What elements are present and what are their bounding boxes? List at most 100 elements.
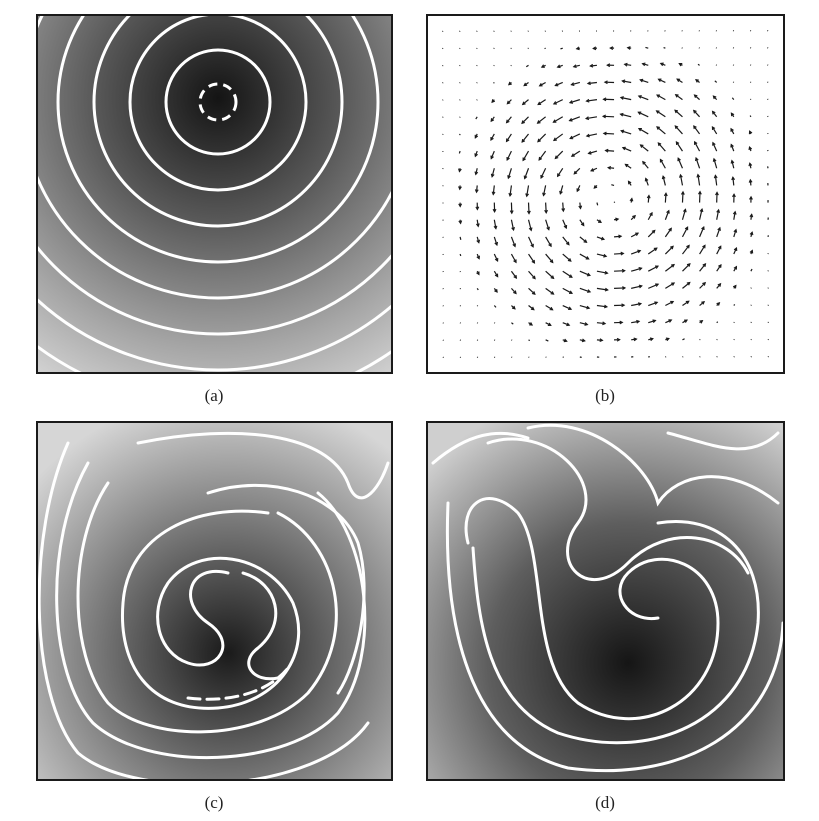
vector-arrow xyxy=(625,163,632,169)
vector-arrow xyxy=(733,338,735,341)
contour xyxy=(38,245,391,336)
vector-arrow xyxy=(528,287,536,295)
vector-arrowhead xyxy=(624,163,629,168)
vector-arrowhead xyxy=(592,46,597,51)
vector-arrowhead xyxy=(748,145,753,151)
panel-d-background xyxy=(428,423,783,779)
vector-arrowhead xyxy=(494,273,499,278)
vector-arrowhead xyxy=(585,98,590,103)
vector-arrowhead xyxy=(730,143,734,148)
contour xyxy=(431,431,530,465)
vector-arrowhead xyxy=(573,170,578,175)
vector-arrow xyxy=(579,270,591,277)
vector-arrowhead xyxy=(627,180,632,185)
vector-arrow xyxy=(476,288,479,291)
panel-d-contours xyxy=(431,423,783,773)
vector-arrowhead xyxy=(694,140,698,145)
vector-arrowhead xyxy=(601,114,607,119)
vector-arrow xyxy=(559,185,564,194)
vector-arrowhead xyxy=(552,137,557,142)
vector-arrow xyxy=(750,356,752,358)
vector-arrowhead xyxy=(629,197,634,202)
vector-arrow xyxy=(475,116,478,120)
vector-arrow xyxy=(656,94,666,101)
vector-arrow xyxy=(731,97,735,101)
vector-arrowhead xyxy=(602,321,607,326)
vector-arrowhead xyxy=(698,190,702,195)
vector-arrowhead xyxy=(603,253,608,258)
contour xyxy=(92,16,344,228)
vector-arrowhead xyxy=(537,138,541,143)
vector-arrow xyxy=(510,270,517,279)
vector-arrowhead xyxy=(585,256,590,260)
vector-arrow xyxy=(648,283,659,289)
vector-arrowhead xyxy=(712,95,717,100)
vector-arrowhead xyxy=(565,241,570,246)
vector-arrowhead xyxy=(506,156,510,162)
contour xyxy=(38,298,391,372)
vector-arrow xyxy=(493,219,497,229)
vector-arrow xyxy=(539,81,546,87)
vector-arrowhead xyxy=(604,148,609,153)
vector-arrowhead xyxy=(476,255,481,260)
vector-arrowhead xyxy=(619,96,624,100)
vector-arrow xyxy=(733,304,736,306)
vector-arrowhead xyxy=(663,192,668,197)
vector-arrowhead xyxy=(587,150,592,155)
vector-arrowhead xyxy=(589,63,594,68)
vector-arrow xyxy=(664,210,670,220)
vector-arrow xyxy=(767,64,769,66)
vector-arrow xyxy=(677,157,684,169)
vector-arrow xyxy=(662,176,666,186)
vector-arrowhead xyxy=(569,135,574,140)
vector-arrowhead xyxy=(505,138,510,143)
vector-arrowhead xyxy=(540,174,544,179)
vector-arrow xyxy=(648,301,658,307)
vector-arrow xyxy=(528,339,531,342)
vector-arrowhead xyxy=(530,306,535,311)
vector-arrow xyxy=(476,356,479,358)
vector-arrow xyxy=(730,144,735,152)
caption-c: (c) xyxy=(204,793,224,812)
vector-arrow xyxy=(569,116,581,122)
vector-arrowhead xyxy=(619,320,624,325)
vector-arrowhead xyxy=(682,208,687,213)
vector-arrow xyxy=(560,47,563,50)
vector-arrow xyxy=(442,30,444,32)
vector-arrowhead xyxy=(657,142,662,147)
vector-arrow xyxy=(562,287,573,294)
vector-arrow xyxy=(713,158,718,169)
vector-arrowhead xyxy=(620,129,625,134)
vector-arrow xyxy=(459,64,461,67)
vector-arrowhead xyxy=(685,300,690,305)
vector-arrowhead xyxy=(646,194,651,199)
vector-arrow xyxy=(640,144,649,152)
vector-arrowhead xyxy=(586,305,591,310)
contour xyxy=(38,16,391,300)
vector-arrowhead xyxy=(676,78,681,83)
vector-arrowhead xyxy=(684,226,689,231)
vector-arrow xyxy=(750,321,752,324)
vector-arrow xyxy=(562,322,570,326)
caption-a: (a) xyxy=(204,386,224,405)
vector-arrow xyxy=(732,64,735,66)
vector-arrowhead xyxy=(476,271,480,276)
vector-arrow xyxy=(695,157,701,169)
vector-arrow xyxy=(458,150,461,154)
vector-arrowhead xyxy=(749,249,754,254)
vector-arrowhead xyxy=(701,300,706,305)
vector-arrow xyxy=(493,253,499,262)
vector-arrowhead xyxy=(474,153,478,158)
vector-arrowhead xyxy=(749,231,754,236)
vector-arrow xyxy=(699,263,706,272)
vector-arrow xyxy=(674,125,683,135)
vector-arrowhead xyxy=(716,208,721,213)
vector-arrowhead xyxy=(511,305,516,310)
vector-arrowhead xyxy=(525,193,530,198)
vector-arrowhead xyxy=(511,226,515,232)
caption-d: (d) xyxy=(595,793,615,812)
vector-arrowhead xyxy=(568,118,573,122)
vector-arrow xyxy=(622,146,632,152)
vector-arrowhead xyxy=(641,62,646,67)
vector-arrow xyxy=(693,110,701,118)
